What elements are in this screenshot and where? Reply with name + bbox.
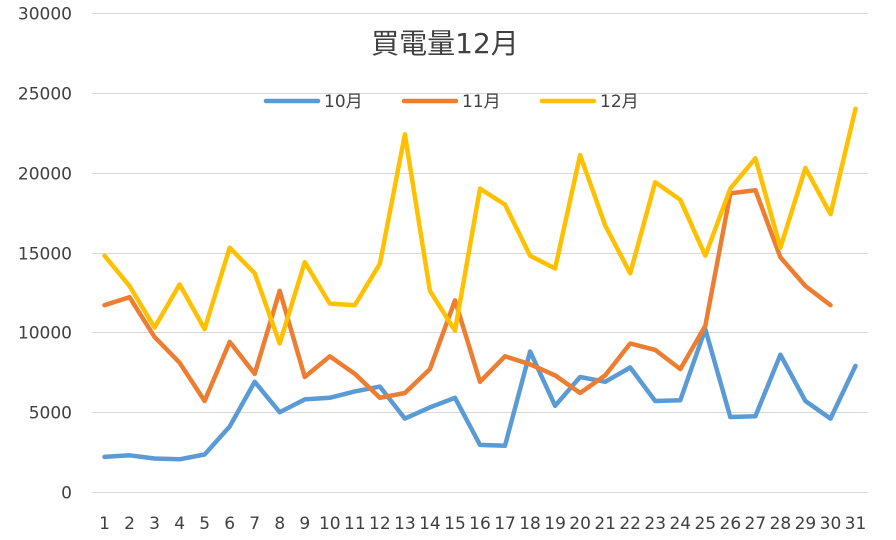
x-tick-label: 5 (199, 514, 210, 534)
x-tick-label: 24 (669, 514, 691, 534)
x-tick-label: 19 (544, 514, 566, 534)
x-tick-label: 13 (394, 514, 416, 534)
x-tick-label: 16 (469, 514, 491, 534)
x-tick-label: 28 (770, 514, 792, 534)
y-tick-label: 15000 (18, 245, 72, 265)
x-tick-label: 6 (224, 514, 235, 534)
x-tick-label: 21 (594, 514, 616, 534)
y-tick-label: 10000 (18, 324, 72, 344)
x-tick-label: 8 (274, 514, 285, 534)
x-tick-label: 29 (795, 514, 817, 534)
x-axis-ticks: 1 2 3 4 5 6 7 8 9 10 11 12 13 14 15 16 17 18 19 20 21 22 23 24 2… (99, 514, 866, 534)
gridlines (92, 13, 868, 493)
x-tick-label: 7 (249, 514, 260, 534)
series-line-2 (102, 187, 833, 404)
x-tick-label: 2 (124, 514, 135, 534)
y-tick-label: 30000 (18, 5, 72, 25)
x-tick-label: 26 (720, 514, 742, 534)
x-tick-label: 4 (174, 514, 185, 534)
x-tick-label: 18 (519, 514, 541, 534)
x-tick-label: 11 (344, 514, 366, 534)
x-tick-label: 1 (99, 514, 110, 534)
x-tick-label: 31 (845, 514, 867, 534)
series-line-1 (102, 326, 858, 462)
y-tick-label: 25000 (18, 85, 72, 105)
x-tick-label: 20 (569, 514, 591, 534)
legend-label: 11月 (462, 92, 501, 112)
legend: 10月 11月 12月 (263, 92, 639, 112)
chart-title: 買電量12月 (371, 27, 519, 60)
y-axis-ticks: 0 5000 10000 15000 20000 25000 30000 (18, 5, 72, 504)
y-tick-label: 20000 (18, 165, 72, 185)
legend-label: 10月 (324, 92, 363, 112)
x-tick-label: 22 (619, 514, 641, 534)
x-tick-label: 9 (299, 514, 310, 534)
x-tick-label: 3 (149, 514, 160, 534)
x-tick-label: 23 (644, 514, 666, 534)
y-tick-label: 0 (61, 484, 72, 504)
x-tick-label: 10 (319, 514, 341, 534)
x-tick-label: 25 (694, 514, 716, 534)
series-line-3 (102, 106, 858, 346)
legend-label: 12月 (600, 92, 639, 112)
x-tick-label: 15 (444, 514, 466, 534)
x-tick-label: 30 (820, 514, 842, 534)
series-lines (102, 106, 858, 462)
x-tick-label: 14 (419, 514, 441, 534)
x-tick-label: 27 (745, 514, 767, 534)
x-tick-label: 17 (494, 514, 516, 534)
y-tick-label: 5000 (29, 404, 72, 424)
x-tick-label: 12 (369, 514, 391, 534)
